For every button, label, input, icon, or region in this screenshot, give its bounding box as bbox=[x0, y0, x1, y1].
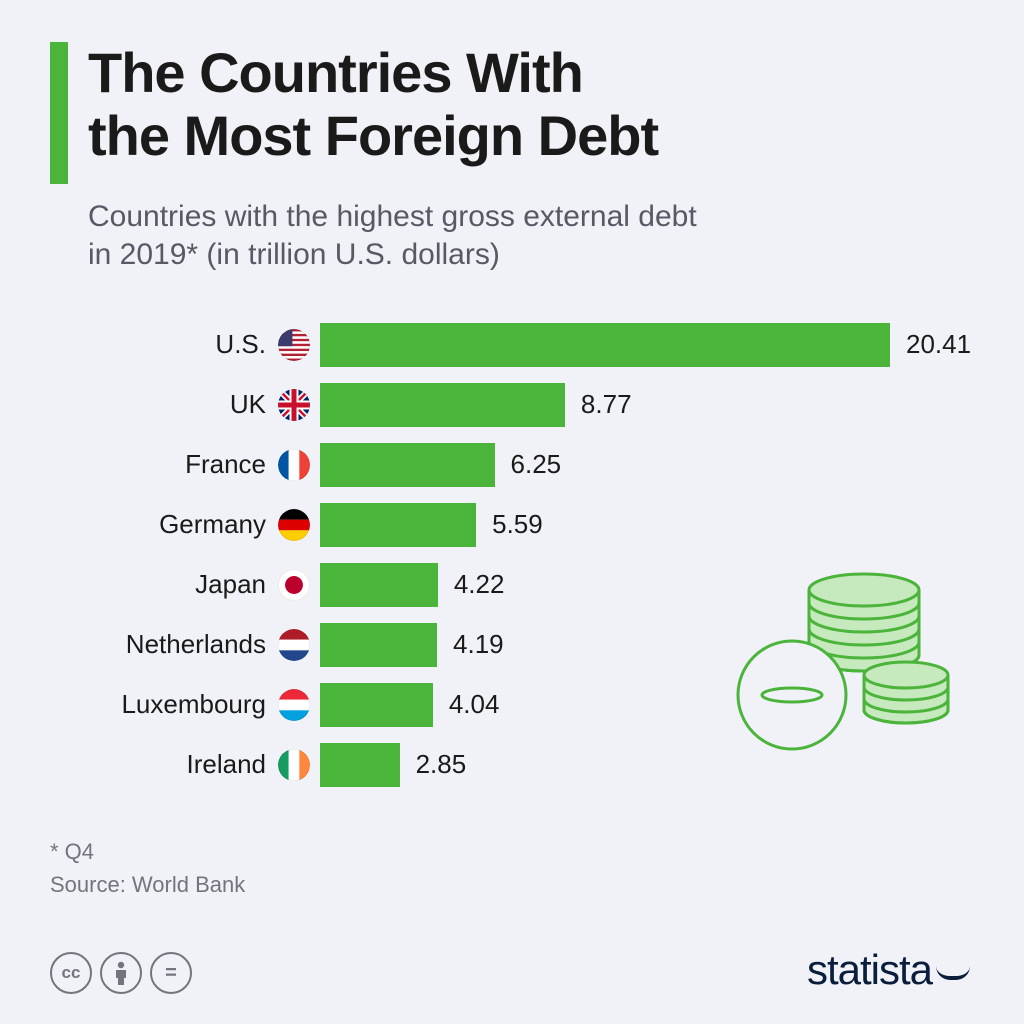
bar-col: 6.25 bbox=[320, 443, 974, 487]
label-col: Netherlands bbox=[70, 629, 320, 661]
bar bbox=[320, 683, 433, 727]
label-col: UK bbox=[70, 389, 320, 421]
country-label: Ireland bbox=[187, 749, 267, 780]
subtitle: Countries with the highest gross externa… bbox=[88, 198, 974, 275]
value-label: 4.19 bbox=[453, 629, 504, 660]
footnote-source: Source: World Bank bbox=[50, 868, 974, 901]
value-label: 4.04 bbox=[449, 689, 500, 720]
cc-nd-icon: = bbox=[150, 952, 192, 994]
label-col: Germany bbox=[70, 509, 320, 541]
value-label: 8.77 bbox=[581, 389, 632, 420]
chart-row: U.S. 20.41 bbox=[70, 315, 974, 375]
country-label: Japan bbox=[195, 569, 266, 600]
bar-col: 8.77 bbox=[320, 383, 974, 427]
coins-icon bbox=[734, 555, 954, 760]
country-label: France bbox=[185, 449, 266, 480]
label-col: France bbox=[70, 449, 320, 481]
footer: cc = statista bbox=[50, 946, 974, 994]
subtitle-line-1: Countries with the highest gross externa… bbox=[88, 200, 697, 233]
country-label: Germany bbox=[159, 509, 266, 540]
value-label: 5.59 bbox=[492, 509, 543, 540]
footnote: * Q4 Source: World Bank bbox=[50, 835, 974, 901]
country-label: Luxembourg bbox=[121, 689, 266, 720]
chart-row: France 6.25 bbox=[70, 435, 974, 495]
footnote-q4: * Q4 bbox=[50, 835, 974, 868]
bar bbox=[320, 443, 495, 487]
page-title: The Countries With the Most Foreign Debt bbox=[88, 42, 658, 167]
label-col: Luxembourg bbox=[70, 689, 320, 721]
bar-col: 20.41 bbox=[320, 323, 974, 367]
country-label: UK bbox=[230, 389, 266, 420]
value-label: 4.22 bbox=[454, 569, 505, 600]
bar bbox=[320, 503, 476, 547]
cc-by-icon bbox=[100, 952, 142, 994]
cc-license-icons: cc = bbox=[50, 952, 192, 994]
country-label: Netherlands bbox=[126, 629, 266, 660]
chart-row: UK 8.77 bbox=[70, 375, 974, 435]
bar bbox=[320, 563, 438, 607]
cc-icon: cc bbox=[50, 952, 92, 994]
title-line-1: The Countries With bbox=[88, 41, 583, 104]
statista-logo: statista bbox=[807, 946, 974, 994]
label-col: U.S. bbox=[70, 329, 320, 361]
bar bbox=[320, 623, 437, 667]
country-label: U.S. bbox=[215, 329, 266, 360]
bar-col: 5.59 bbox=[320, 503, 974, 547]
label-col: Japan bbox=[70, 569, 320, 601]
header: The Countries With the Most Foreign Debt bbox=[50, 42, 974, 184]
value-label: 2.85 bbox=[416, 749, 467, 780]
subtitle-line-2: in 2019* (in trillion U.S. dollars) bbox=[88, 238, 500, 271]
bar bbox=[320, 323, 890, 367]
bar bbox=[320, 383, 565, 427]
value-label: 20.41 bbox=[906, 329, 971, 360]
bar bbox=[320, 743, 400, 787]
label-col: Ireland bbox=[70, 749, 320, 781]
accent-bar bbox=[50, 42, 68, 184]
value-label: 6.25 bbox=[511, 449, 562, 480]
title-line-2: the Most Foreign Debt bbox=[88, 104, 658, 167]
chart-row: Germany 5.59 bbox=[70, 495, 974, 555]
